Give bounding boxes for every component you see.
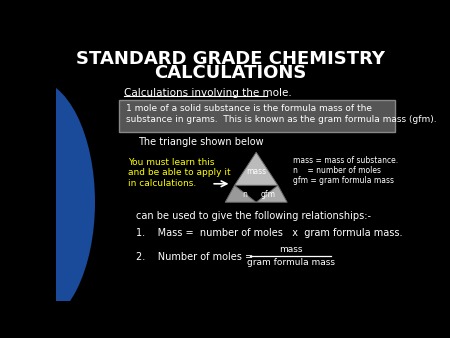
Text: mass: mass: [279, 245, 302, 254]
Text: can be used to give the following relationships:-: can be used to give the following relati…: [136, 212, 371, 221]
Text: gfm: gfm: [261, 190, 276, 199]
Text: The triangle shown below: The triangle shown below: [138, 137, 263, 147]
Text: and be able to apply it: and be able to apply it: [128, 168, 231, 177]
Text: mass = mass of substance.: mass = mass of substance.: [292, 156, 398, 165]
Ellipse shape: [0, 79, 95, 325]
Text: You must learn this: You must learn this: [128, 158, 215, 167]
Text: 1 mole of a solid substance is the formula mass of the: 1 mole of a solid substance is the formu…: [126, 104, 372, 114]
Polygon shape: [234, 152, 278, 185]
Text: CALCULATIONS: CALCULATIONS: [154, 64, 307, 82]
Text: 2.    Number of moles =: 2. Number of moles =: [136, 251, 256, 262]
Text: 1.    Mass =  number of moles   x  gram formula mass.: 1. Mass = number of moles x gram formula…: [136, 228, 403, 238]
FancyBboxPatch shape: [119, 100, 395, 132]
Text: gram formula mass: gram formula mass: [247, 258, 335, 267]
Text: in calculations.: in calculations.: [128, 179, 197, 188]
Text: n    = number of moles: n = number of moles: [292, 166, 381, 175]
Polygon shape: [225, 185, 256, 202]
Polygon shape: [256, 185, 287, 202]
Text: mass: mass: [246, 167, 266, 176]
Text: gfm = gram formula mass: gfm = gram formula mass: [292, 176, 394, 185]
Text: Calculations involving the mole.: Calculations involving the mole.: [125, 88, 292, 98]
Text: STANDARD GRADE CHEMISTRY: STANDARD GRADE CHEMISTRY: [76, 50, 385, 68]
Text: n: n: [242, 190, 247, 199]
Text: substance in grams.  This is known as the gram formula mass (gfm).: substance in grams. This is known as the…: [126, 115, 436, 124]
